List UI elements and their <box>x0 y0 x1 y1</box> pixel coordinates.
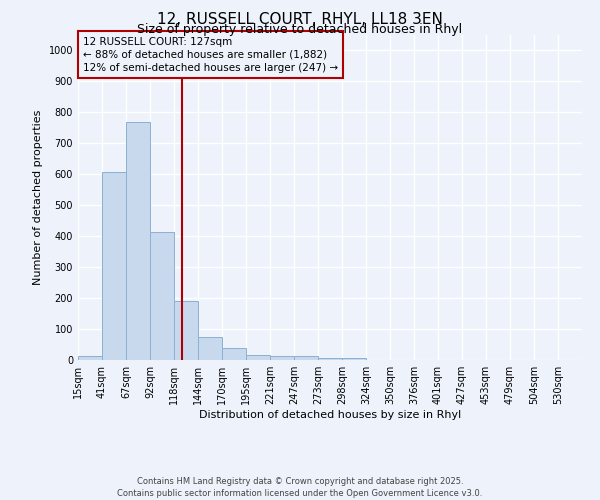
Y-axis label: Number of detached properties: Number of detached properties <box>33 110 43 285</box>
Text: 12 RUSSELL COURT: 127sqm
← 88% of detached houses are smaller (1,882)
12% of sem: 12 RUSSELL COURT: 127sqm ← 88% of detach… <box>83 36 338 73</box>
Bar <box>294 356 318 360</box>
Bar <box>222 348 246 360</box>
Text: Contains HM Land Registry data © Crown copyright and database right 2025.
Contai: Contains HM Land Registry data © Crown c… <box>118 476 482 498</box>
Bar <box>270 356 294 360</box>
Bar <box>126 122 150 360</box>
X-axis label: Distribution of detached houses by size in Rhyl: Distribution of detached houses by size … <box>199 410 461 420</box>
Bar <box>246 354 270 360</box>
Text: Size of property relative to detached houses in Rhyl: Size of property relative to detached ho… <box>137 22 463 36</box>
Bar <box>102 172 126 360</box>
Bar <box>318 358 342 360</box>
Bar <box>78 356 102 360</box>
Bar <box>198 337 222 360</box>
Bar <box>342 358 366 360</box>
Bar <box>174 301 198 360</box>
Text: 12, RUSSELL COURT, RHYL, LL18 3EN: 12, RUSSELL COURT, RHYL, LL18 3EN <box>157 12 443 28</box>
Bar <box>150 232 174 360</box>
